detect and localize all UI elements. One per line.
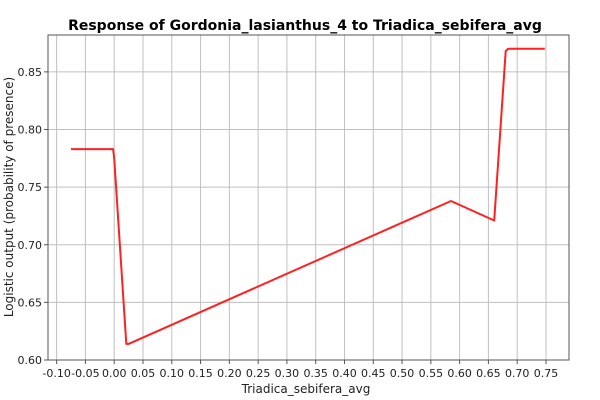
series-line bbox=[71, 47, 545, 345]
x-tick-label: 0.00 bbox=[102, 367, 127, 380]
plot-area bbox=[48, 35, 569, 360]
axes-frame bbox=[47, 34, 570, 361]
grid-lines bbox=[48, 35, 569, 361]
x-tick-label: -0.10 bbox=[42, 367, 70, 380]
x-tick-label: 0.25 bbox=[246, 367, 271, 380]
x-tick-label: 0.45 bbox=[361, 367, 386, 380]
plot-background bbox=[48, 35, 569, 360]
x-tick-label: 0.35 bbox=[303, 367, 328, 380]
x-tick-label: 0.70 bbox=[505, 367, 530, 380]
series-layer bbox=[71, 47, 545, 345]
y-tick-label: 0.85 bbox=[18, 66, 43, 79]
plot-border bbox=[47, 34, 570, 361]
x-tick-label: 0.20 bbox=[217, 367, 242, 380]
x-tick-label: 0.60 bbox=[447, 367, 472, 380]
y-tick-label: 0.75 bbox=[18, 181, 43, 194]
x-axis-ticks: -0.10 -0.05 0.00 0.05 0.10 0.15 0.20 0.25 0.30 0.… bbox=[42, 360, 558, 380]
y-tick-label: 0.70 bbox=[18, 239, 43, 252]
y-tick-label: 0.60 bbox=[18, 354, 43, 367]
x-tick-label: 0.05 bbox=[131, 367, 156, 380]
x-tick-label: 0.50 bbox=[390, 367, 415, 380]
chart-title: Response of Gordonia_lasianthus_4 to Tri… bbox=[68, 18, 542, 34]
x-tick-label: 0.65 bbox=[476, 367, 501, 380]
y-tick-label: 0.65 bbox=[18, 296, 43, 309]
y-axis-ticks: 0.60 0.65 0.70 0.75 0.80 0.85 bbox=[18, 66, 48, 367]
x-tick-label: 0.40 bbox=[332, 367, 357, 380]
y-axis-label: Logistic output (probability of presence… bbox=[2, 77, 16, 317]
x-tick-label: -0.05 bbox=[71, 367, 99, 380]
y-tick-label: 0.80 bbox=[18, 124, 43, 137]
x-tick-label: 0.55 bbox=[419, 367, 444, 380]
x-tick-label: 0.30 bbox=[275, 367, 300, 380]
x-axis-label: Triadica_sebifera_avg bbox=[241, 382, 371, 396]
x-tick-label: 0.15 bbox=[188, 367, 213, 380]
x-tick-label: 0.75 bbox=[534, 367, 559, 380]
x-tick-label: 0.10 bbox=[160, 367, 185, 380]
